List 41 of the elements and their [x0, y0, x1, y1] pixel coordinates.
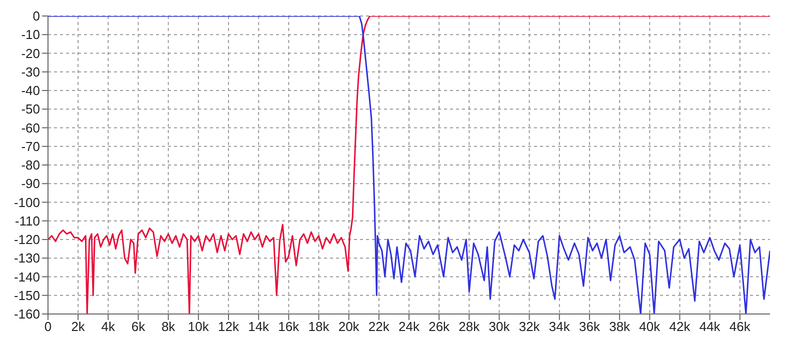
- x-tick-label: 0: [44, 319, 52, 334]
- x-tick-label: 32k: [518, 319, 540, 334]
- y-tick-label: -150: [14, 288, 40, 303]
- x-tick-label: 22k: [368, 319, 390, 334]
- x-tick-label: 12k: [218, 319, 240, 334]
- x-tick-label: 4k: [101, 319, 116, 334]
- x-tick-label: 40k: [639, 319, 661, 334]
- y-tick-label: -60: [21, 120, 40, 136]
- y-tick-label: -90: [21, 176, 40, 192]
- y-tick-label: 0: [32, 8, 40, 24]
- x-tick-label: 42k: [669, 319, 691, 334]
- y-tick-label: -110: [14, 213, 40, 228]
- y-tick-label: -160: [14, 306, 40, 322]
- x-tick-label: 24k: [398, 319, 420, 334]
- x-tick-label: 10k: [188, 319, 210, 334]
- y-tick-label: -120: [14, 232, 40, 248]
- y-tick-label: -20: [21, 46, 40, 61]
- y-tick-label: -100: [14, 194, 40, 210]
- x-tick-label: 38k: [609, 319, 631, 334]
- y-tick-label: -80: [21, 158, 40, 173]
- x-tick-label: 2k: [71, 319, 86, 334]
- x-tick-label: 18k: [308, 319, 330, 334]
- y-tick-label: -130: [14, 250, 40, 266]
- y-tick-label: -30: [21, 64, 40, 80]
- x-tick-label: 16k: [278, 319, 300, 334]
- x-tick-label: 6k: [131, 319, 146, 334]
- x-tick-label: 30k: [488, 319, 510, 334]
- x-tick-label: 14k: [248, 319, 270, 334]
- x-tick-label: 34k: [548, 319, 570, 334]
- x-tick-label: 36k: [579, 319, 600, 334]
- y-tick-label: -40: [21, 83, 40, 98]
- x-tick-label: 28k: [458, 319, 480, 334]
- y-tick-label: -50: [21, 102, 40, 117]
- y-tick-label: -10: [21, 27, 40, 42]
- y-tick-label: -70: [21, 138, 40, 154]
- x-tick-label: 20k: [338, 319, 360, 334]
- y-tick-label: -140: [14, 269, 40, 284]
- x-tick-label: 8k: [161, 319, 176, 334]
- x-tick-label: 46k: [729, 319, 751, 334]
- x-tick-label: 44k: [699, 319, 721, 334]
- x-tick-label: 26k: [428, 319, 450, 334]
